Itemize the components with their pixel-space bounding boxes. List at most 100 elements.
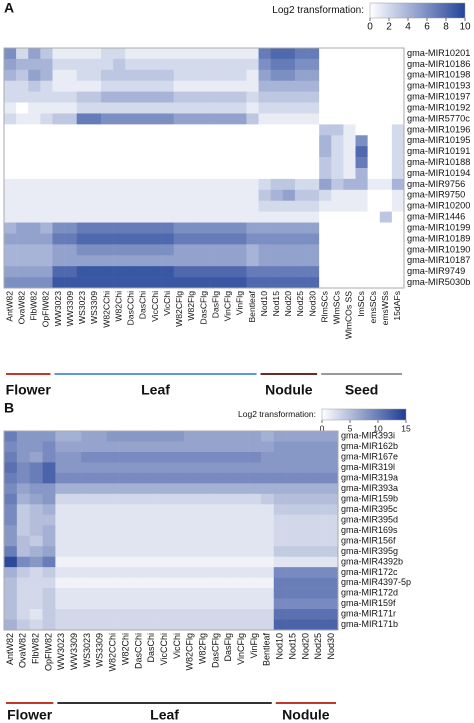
heatmap-cell bbox=[76, 244, 90, 256]
heatmap-cell bbox=[64, 157, 78, 169]
heatmap-cell bbox=[29, 535, 43, 547]
heatmap-cell bbox=[185, 48, 199, 60]
heatmap-cell bbox=[106, 462, 120, 474]
heatmap-cell bbox=[42, 546, 56, 557]
heatmap-cell bbox=[299, 567, 313, 578]
heatmap-cell bbox=[222, 255, 235, 267]
heatmap-cell bbox=[210, 255, 223, 267]
heatmap-cell bbox=[137, 211, 150, 223]
heatmap-cell bbox=[183, 619, 197, 631]
heatmap-cell bbox=[81, 431, 95, 442]
heatmap-cell bbox=[81, 483, 95, 495]
heatmap-cell bbox=[173, 135, 187, 147]
heatmap-cell bbox=[222, 546, 236, 557]
heatmap-cell bbox=[260, 483, 275, 495]
heatmap-cell bbox=[68, 451, 82, 463]
heatmap-cell bbox=[16, 514, 30, 526]
row-label: gma-MIR395d bbox=[341, 514, 398, 524]
heatmap-cell bbox=[258, 222, 271, 234]
heatmap-cell bbox=[81, 472, 95, 484]
heatmap-cell bbox=[88, 69, 102, 82]
heatmap-cell bbox=[282, 266, 296, 278]
heatmap-cell bbox=[248, 609, 262, 620]
heatmap-cell bbox=[234, 146, 247, 158]
heatmap-cell bbox=[125, 168, 138, 180]
heatmap-cell bbox=[234, 91, 247, 103]
heatmap-cell bbox=[319, 244, 332, 256]
row-label: gma-MIR9750 bbox=[407, 190, 465, 200]
row-label: gma-MIR393a bbox=[341, 483, 398, 493]
heatmap-cell bbox=[235, 588, 249, 599]
group-label: Nodule bbox=[282, 707, 330, 723]
heatmap-cell bbox=[40, 80, 53, 92]
heatmap-cell bbox=[137, 255, 150, 267]
heatmap-cell bbox=[210, 211, 223, 223]
heatmap-cell bbox=[161, 157, 174, 169]
heatmap-cell bbox=[294, 189, 308, 202]
heatmap-cell bbox=[391, 102, 405, 114]
heatmap-cell bbox=[235, 577, 249, 589]
heatmap-cell bbox=[286, 472, 300, 484]
heatmap-cell bbox=[260, 431, 275, 442]
heatmap-cell bbox=[307, 146, 320, 158]
heatmap-cell bbox=[197, 58, 211, 71]
heatmap-cell bbox=[222, 244, 235, 256]
row-label: gma-MIR10190 bbox=[407, 244, 470, 254]
heatmap-cell bbox=[222, 441, 236, 453]
heatmap-cell bbox=[273, 462, 287, 474]
heatmap-cell bbox=[29, 546, 43, 557]
heatmap-cell bbox=[246, 69, 259, 82]
heatmap-cell bbox=[145, 441, 159, 453]
heatmap-cell bbox=[93, 567, 108, 578]
column-label: WW3023 bbox=[53, 291, 63, 327]
heatmap-cell bbox=[210, 102, 223, 114]
heatmap-cell bbox=[270, 233, 284, 245]
heatmap-cell bbox=[16, 255, 29, 267]
group-label: Nodule bbox=[265, 382, 313, 398]
heatmap-cell bbox=[235, 431, 249, 442]
heatmap-cell bbox=[76, 124, 90, 136]
heatmap-cell bbox=[68, 441, 82, 453]
heatmap-cell bbox=[29, 567, 43, 578]
heatmap-cell bbox=[158, 598, 172, 610]
heatmap-cell bbox=[106, 619, 120, 631]
heatmap-cell bbox=[234, 168, 247, 180]
heatmap-cell bbox=[64, 102, 78, 114]
heatmap-cell bbox=[319, 48, 332, 60]
heatmap-cell bbox=[88, 124, 102, 136]
heatmap-cell bbox=[312, 556, 326, 568]
heatmap-cell bbox=[4, 441, 18, 453]
column-label: Nod20 bbox=[283, 291, 293, 317]
heatmap-cell bbox=[4, 619, 18, 631]
heatmap-cell bbox=[171, 609, 185, 620]
heatmap-cell bbox=[270, 168, 284, 180]
heatmap-cell bbox=[149, 113, 162, 125]
heatmap-cell bbox=[355, 102, 368, 114]
heatmap-cell bbox=[286, 514, 300, 526]
heatmap-cell bbox=[286, 431, 300, 442]
heatmap-cell bbox=[42, 598, 56, 610]
heatmap-cell bbox=[76, 200, 90, 212]
heatmap-cell bbox=[149, 69, 162, 82]
heatmap-cell bbox=[42, 431, 56, 442]
heatmap-cell bbox=[222, 598, 236, 610]
heatmap-cell bbox=[119, 472, 133, 484]
heatmap-cell bbox=[93, 577, 108, 589]
heatmap-cell bbox=[270, 113, 284, 125]
heatmap-cell bbox=[88, 135, 102, 147]
heatmap-cell bbox=[367, 135, 381, 147]
row-label: gma-MIR10194 bbox=[407, 168, 470, 178]
heatmap-cell bbox=[355, 91, 368, 103]
heatmap-cell bbox=[196, 588, 210, 599]
heatmap-cell bbox=[183, 462, 197, 474]
heatmap-cell bbox=[325, 462, 339, 474]
heatmap-cell bbox=[299, 598, 313, 610]
heatmap-cell bbox=[197, 266, 211, 278]
heatmap-cell bbox=[312, 546, 326, 557]
heatmap-cell bbox=[40, 157, 53, 169]
heatmap-cell bbox=[88, 255, 102, 267]
heatmap-cell bbox=[197, 277, 211, 289]
heatmap-cell bbox=[185, 266, 199, 278]
column-label: OvaW82 bbox=[16, 291, 26, 325]
heatmap-cell bbox=[28, 255, 41, 267]
